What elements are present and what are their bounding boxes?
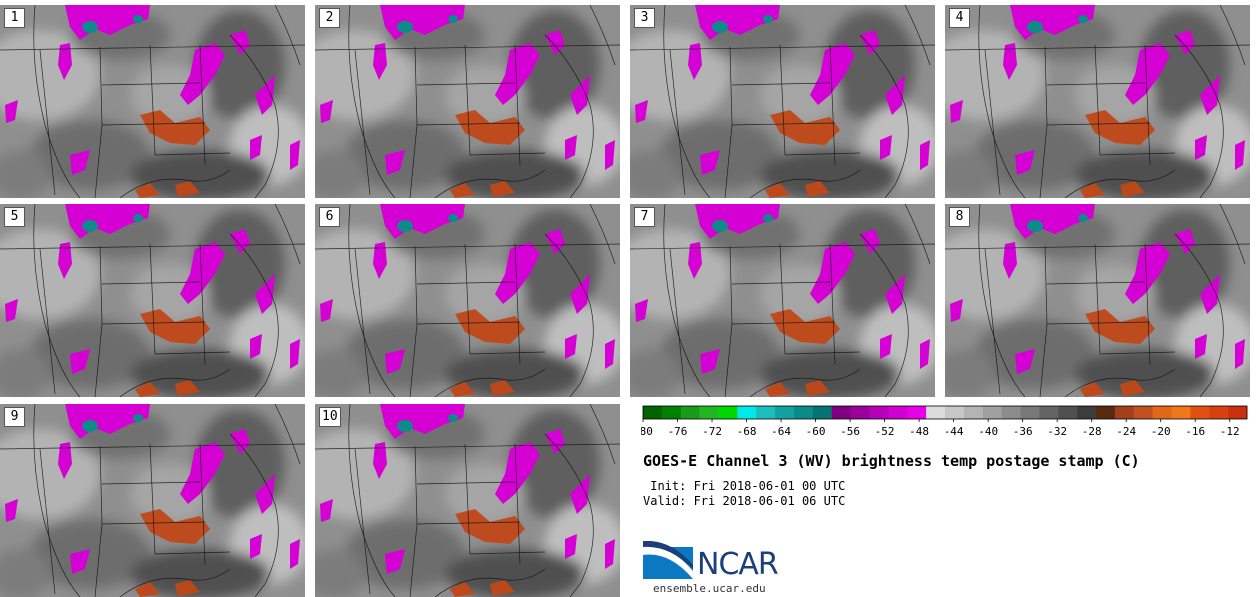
colorbar-frame <box>642 405 1248 420</box>
colorbar-swatch <box>680 406 700 419</box>
colorbar-tick-label: -68 <box>737 425 757 438</box>
valid-time: Valid: Fri 2018-06-01 06 UTC <box>643 494 846 508</box>
colorbar-swatch <box>1058 406 1078 419</box>
colorbar-tick-label: -44 <box>944 425 964 438</box>
wv-map-image <box>315 204 620 397</box>
colorbar-swatch <box>699 406 719 419</box>
map-panel-6: 6 <box>315 204 620 397</box>
colorbar-swatch <box>661 406 682 419</box>
panel-number: 10 <box>319 407 341 427</box>
colorbar-swatch <box>963 406 984 419</box>
panel-number: 2 <box>319 8 340 28</box>
plot-title: GOES-E Channel 3 (WV) brightness temp po… <box>643 452 1140 470</box>
colorbar-swatch <box>888 406 908 419</box>
wv-map-image <box>315 404 620 597</box>
colorbar-swatch <box>907 406 927 419</box>
colorbar-swatch <box>1001 406 1021 419</box>
colorbar-swatch <box>756 406 776 419</box>
panel-number: 6 <box>319 207 340 227</box>
wv-map-image <box>0 5 305 198</box>
colorbar-swatch <box>1114 406 1135 419</box>
wv-map-image <box>0 204 305 397</box>
colorbar-swatch <box>945 406 965 419</box>
wv-map-image <box>315 5 620 198</box>
colorbar-swatch <box>831 406 851 419</box>
colorbar-swatch <box>1039 406 1059 419</box>
colorbar-swatch <box>718 406 738 419</box>
wv-map-image <box>630 204 935 397</box>
map-panel-1: 1 <box>0 5 305 198</box>
colorbar-swatch <box>1228 406 1248 419</box>
map-panel-4: 4 <box>945 5 1250 198</box>
logo-url: ensemble.ucar.edu <box>653 582 766 595</box>
colorbar-swatch <box>1133 406 1153 419</box>
colorbar-swatch <box>1096 406 1116 419</box>
colorbar-swatch <box>869 406 889 419</box>
colorbar-tick-label: -24 <box>1116 425 1136 438</box>
colorbar-tick-label: -40 <box>978 425 998 438</box>
init-time: Init: Fri 2018-06-01 00 UTC <box>643 479 846 493</box>
panel-number: 7 <box>634 207 655 227</box>
panel-number: 4 <box>949 8 970 28</box>
map-panel-8: 8 <box>945 204 1250 397</box>
wv-map-image <box>630 5 935 198</box>
panel-number: 8 <box>949 207 970 227</box>
map-panel-10: 10 <box>315 404 620 597</box>
colorbar-tick-label: -76 <box>668 425 688 438</box>
map-panel-9: 9 <box>0 404 305 597</box>
panel-number: 5 <box>4 207 25 227</box>
colorbar-tick-label: -20 <box>1151 425 1171 438</box>
colorbar-swatch <box>1209 406 1229 419</box>
colorbar-tick-label: -64 <box>771 425 791 438</box>
map-panel-2: 2 <box>315 5 620 198</box>
colorbar-swatch <box>982 406 1002 419</box>
colorbar-tick-label: -72 <box>702 425 722 438</box>
colorbar-tick-label: -32 <box>1047 425 1067 438</box>
colorbar-tick-label: -56 <box>840 425 860 438</box>
wv-map-image <box>945 5 1250 198</box>
colorbar-swatch <box>794 406 814 419</box>
colorbar-swatch <box>643 406 663 419</box>
panel-number: 3 <box>634 8 655 28</box>
colorbar-tick-label: -28 <box>1082 425 1102 438</box>
wv-map-image <box>0 404 305 597</box>
colorbar-tick-label: -80 <box>641 425 653 438</box>
colorbar-tick-label: -60 <box>806 425 826 438</box>
ncar-logo-icon <box>643 541 693 579</box>
colorbar-swatch <box>850 406 870 419</box>
colorbar-tick-label: -36 <box>1013 425 1033 438</box>
colorbar-tick-label: -16 <box>1185 425 1205 438</box>
colorbar-swatch <box>1152 406 1172 419</box>
colorbar-tick-label: -12 <box>1220 425 1240 438</box>
colorbar-swatch <box>737 406 757 419</box>
colorbar-tick-label: -52 <box>875 425 895 438</box>
colorbar-swatch <box>1020 406 1040 419</box>
map-panel-7: 7 <box>630 204 935 397</box>
panel-number: 1 <box>4 8 25 28</box>
colorbar-swatch <box>812 406 833 419</box>
map-panel-3: 3 <box>630 5 935 198</box>
colorbar-swatch <box>1077 406 1097 419</box>
colorbar-swatch <box>926 406 946 419</box>
colorbar-tick-label: -48 <box>909 425 929 438</box>
map-panel-5: 5 <box>0 204 305 397</box>
logo-text: NCAR <box>697 547 779 582</box>
wv-map-image <box>945 204 1250 397</box>
panel-number: 9 <box>4 407 25 427</box>
colorbar-swatch <box>1190 406 1210 419</box>
colorbar-swatch <box>775 406 795 419</box>
colorbar-swatch <box>1171 406 1191 419</box>
colorbar: -80 -76 -72 -68 -64 -60 -56 -52 -48 -44 -40 -36 -32 -… <box>641 405 1248 438</box>
